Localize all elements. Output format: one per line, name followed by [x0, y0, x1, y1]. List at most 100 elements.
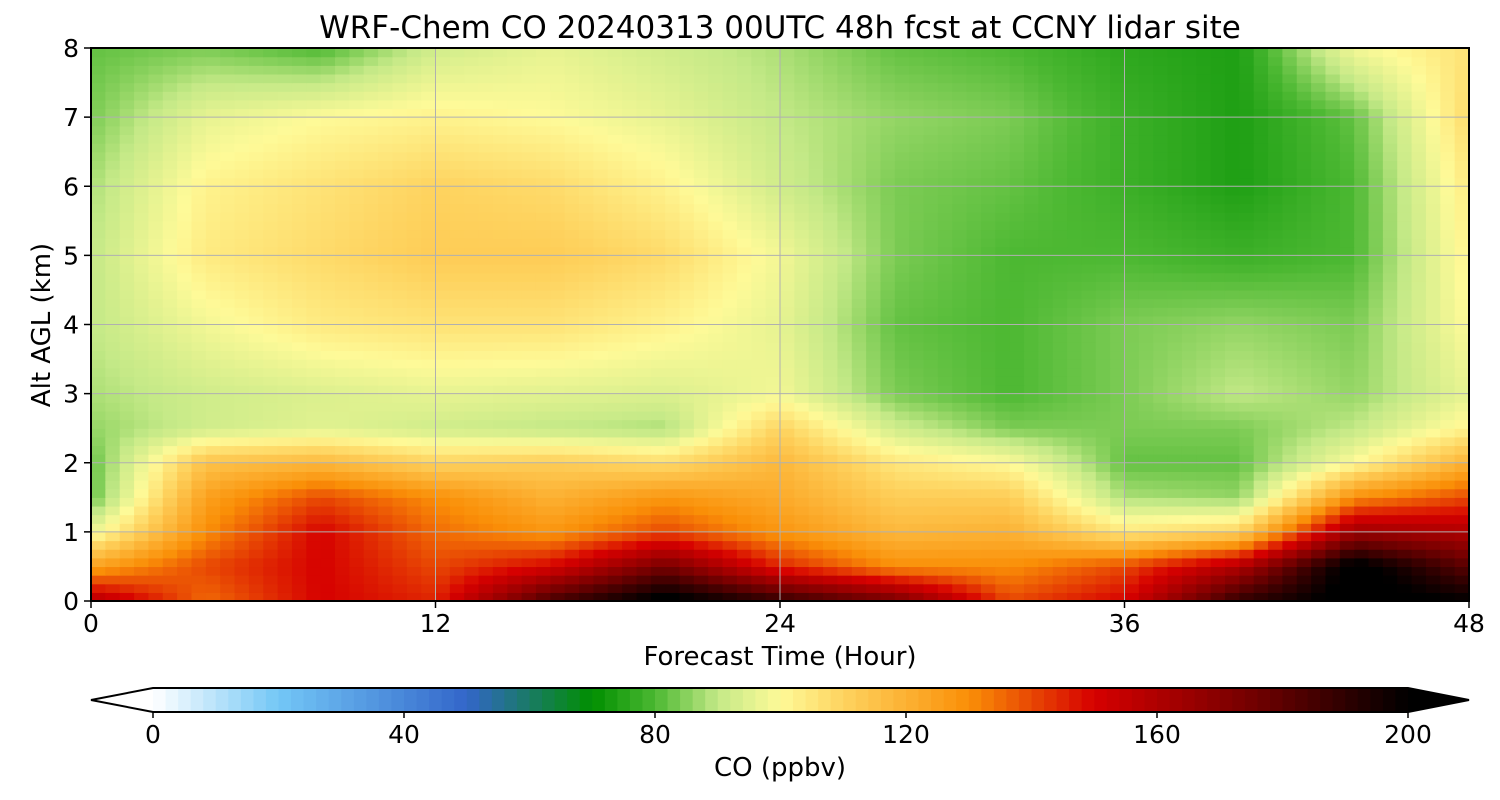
heatmap-cell	[248, 549, 264, 559]
heatmap-cell	[177, 471, 193, 481]
heatmap-cell	[191, 264, 207, 274]
heatmap-cell	[1167, 307, 1183, 317]
heatmap-cell	[1440, 298, 1456, 308]
heatmap-cell	[808, 341, 824, 352]
heatmap-cell	[1224, 194, 1240, 205]
heatmap-cell	[564, 264, 580, 274]
heatmap-cell	[1296, 298, 1312, 308]
heatmap-cell	[1153, 471, 1169, 481]
heatmap-cell	[162, 246, 178, 256]
heatmap-cell	[1425, 523, 1441, 533]
heatmap-cell	[478, 212, 494, 222]
heatmap-cell	[1268, 255, 1283, 265]
heatmap-cell	[579, 445, 594, 455]
heatmap-cell	[866, 350, 882, 360]
heatmap-cell	[507, 402, 523, 412]
heatmap-cell	[1196, 393, 1212, 403]
heatmap-cell	[306, 341, 322, 352]
heatmap-cell	[464, 307, 480, 317]
heatmap-cell	[191, 419, 207, 429]
heatmap-cell	[980, 203, 996, 213]
heatmap-cell	[162, 488, 178, 498]
heatmap-cell	[1052, 186, 1068, 196]
heatmap-cell	[937, 289, 953, 300]
heatmap-cell	[780, 220, 795, 231]
heatmap-cell	[148, 333, 164, 343]
heatmap-cell	[1167, 514, 1183, 524]
heatmap-cell	[1268, 177, 1283, 187]
heatmap-cell	[1253, 194, 1269, 205]
heatmap-cell	[1411, 194, 1427, 205]
heatmap-cell	[1311, 264, 1327, 274]
heatmap-cell	[1368, 367, 1384, 377]
heatmap-cell	[1153, 514, 1169, 524]
heatmap-cell	[1067, 436, 1083, 447]
heatmap-cell	[880, 307, 896, 317]
heatmap-cell	[937, 523, 953, 533]
heatmap-cell	[1311, 238, 1327, 248]
heatmap-cell	[564, 436, 580, 447]
heatmap-cell	[780, 428, 795, 438]
heatmap-cell	[808, 324, 824, 334]
heatmap-cell	[1009, 549, 1025, 559]
heatmap-cell	[1110, 160, 1126, 170]
heatmap-cell	[435, 333, 451, 343]
heatmap-cell	[722, 264, 738, 274]
heatmap-cell	[119, 410, 135, 421]
heatmap-cell	[449, 523, 465, 533]
heatmap-cell	[378, 419, 394, 429]
heatmap-cell	[722, 151, 738, 161]
heatmap-cell	[191, 255, 207, 265]
heatmap-cell	[794, 384, 810, 395]
heatmap-cell	[1224, 160, 1240, 170]
heatmap-cell	[1153, 428, 1169, 438]
heatmap-cell	[1440, 203, 1456, 213]
heatmap-cell	[1339, 436, 1355, 447]
heatmap-cell	[579, 281, 594, 291]
heatmap-cell	[1411, 307, 1427, 317]
heatmap-cell	[162, 514, 178, 524]
heatmap-cell	[392, 341, 408, 352]
heatmap-cell	[1454, 151, 1469, 161]
heatmap-cell	[952, 410, 968, 421]
heatmap-cell	[593, 203, 609, 213]
heatmap-cell	[894, 255, 910, 265]
heatmap-cell	[736, 168, 752, 179]
heatmap-cell	[306, 445, 322, 455]
heatmap-cell	[1153, 341, 1169, 352]
heatmap-cell	[1282, 246, 1298, 256]
heatmap-cell	[579, 324, 594, 334]
heatmap-cell	[1339, 445, 1355, 455]
heatmap-cell	[1095, 272, 1111, 282]
heatmap-cell	[780, 462, 795, 472]
heatmap-cell	[535, 246, 551, 256]
heatmap-cell	[808, 246, 824, 256]
heatmap-cell	[923, 333, 939, 343]
heatmap-cell	[708, 454, 724, 464]
heatmap-cell	[421, 575, 437, 585]
heatmap-cell	[1268, 410, 1283, 421]
heatmap-cell	[851, 281, 867, 291]
heatmap-cell	[952, 393, 968, 403]
heatmap-cell	[1052, 289, 1068, 300]
heatmap-cell	[1110, 315, 1126, 326]
heatmap-cell	[550, 264, 566, 274]
heatmap-cell	[564, 324, 580, 334]
heatmap-cell	[808, 212, 824, 222]
heatmap-cell	[464, 505, 480, 516]
heatmap-cell	[205, 289, 221, 300]
heatmap-cell	[1153, 505, 1169, 516]
heatmap-cell	[277, 471, 293, 481]
heatmap-cell	[191, 505, 207, 516]
heatmap-cell	[205, 480, 221, 490]
heatmap-cell	[406, 333, 422, 343]
heatmap-cell	[306, 566, 322, 576]
heatmap-cell	[1124, 367, 1140, 377]
heatmap-cell	[751, 531, 767, 542]
heatmap-cell	[1138, 177, 1154, 187]
heatmap-cell	[1038, 592, 1054, 601]
heatmap-cell	[1124, 531, 1140, 542]
heatmap-cell	[291, 160, 307, 170]
heatmap-cell	[823, 488, 839, 498]
heatmap-cell	[320, 566, 336, 576]
